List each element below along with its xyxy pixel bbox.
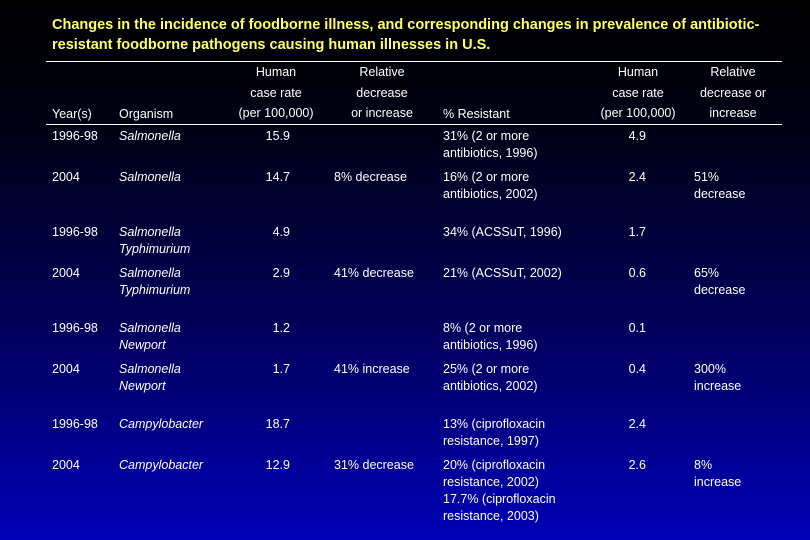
cell-case-rate-2: 0.4 bbox=[628, 362, 646, 376]
header-case-rate-2: Human case rate (per 100,000) bbox=[600, 65, 676, 120]
cell-relative-1: 31% decrease bbox=[334, 458, 414, 472]
cell-resistant: 34% (ACSSuT, 1996) bbox=[443, 225, 562, 239]
page-title: Changes in the incidence of foodborne il… bbox=[52, 17, 760, 53]
header-rule bbox=[46, 124, 782, 125]
header-relative-2: Relative decrease or increase bbox=[699, 65, 766, 120]
cell-organism: Salmonella Newport bbox=[119, 321, 181, 352]
cell-year: 1996-98 bbox=[52, 321, 98, 335]
cell-case-rate-2: 2.4 bbox=[628, 170, 646, 184]
cell-case-rate-1: 2.9 bbox=[272, 266, 290, 280]
cell-relative-2: 51% decrease bbox=[694, 170, 746, 201]
cell-resistant: 20% (ciprofloxacin resistance, 2002) 17.… bbox=[443, 458, 556, 523]
cell-case-rate-2: 0.6 bbox=[628, 266, 646, 280]
cell-resistant: 21% (ACSSuT, 2002) bbox=[443, 266, 562, 280]
cell-year: 2004 bbox=[52, 458, 80, 472]
cell-relative-2: 8% increase bbox=[694, 458, 742, 489]
cell-case-rate-2: 0.1 bbox=[628, 321, 646, 335]
cell-organism: Salmonella bbox=[119, 170, 181, 184]
cell-organism: Salmonella Typhimurium bbox=[119, 225, 191, 256]
cell-case-rate-1: 4.9 bbox=[272, 225, 290, 239]
cell-relative-1: 8% decrease bbox=[334, 170, 407, 184]
cell-relative-1: 41% increase bbox=[334, 362, 410, 376]
header-organism: Organism bbox=[119, 107, 174, 121]
cell-organism: Salmonella Newport bbox=[119, 362, 181, 393]
cell-year: 1996-98 bbox=[52, 225, 98, 239]
cell-case-rate-1: 14.7 bbox=[265, 170, 290, 184]
header-case-rate-1: Human case rate (per 100,000) bbox=[238, 65, 314, 120]
cell-year: 1996-98 bbox=[52, 417, 98, 431]
cell-case-rate-1: 15.9 bbox=[265, 129, 290, 143]
cell-resistant: 16% (2 or more antibiotics, 2002) bbox=[443, 170, 538, 201]
top-rule bbox=[46, 61, 782, 62]
cell-case-rate-2: 4.9 bbox=[628, 129, 646, 143]
cell-resistant: 25% (2 or more antibiotics, 2002) bbox=[443, 362, 538, 393]
cell-organism: Salmonella Typhimurium bbox=[119, 266, 191, 297]
cell-relative-2: 300% increase bbox=[694, 362, 742, 393]
cell-year: 2004 bbox=[52, 362, 80, 376]
cell-resistant: 13% (ciprofloxacin resistance, 1997) bbox=[443, 417, 546, 448]
cell-year: 2004 bbox=[52, 170, 80, 184]
cell-relative-1: 41% decrease bbox=[334, 266, 414, 280]
cell-case-rate-1: 1.7 bbox=[272, 362, 290, 376]
header-relative-1: Relative decrease or increase bbox=[351, 65, 413, 120]
cell-case-rate-1: 18.7 bbox=[265, 417, 290, 431]
header-resistant: % Resistant bbox=[443, 107, 510, 121]
cell-case-rate-2: 2.4 bbox=[628, 417, 646, 431]
cell-organism: Campylobacter bbox=[119, 417, 204, 431]
cell-case-rate-2: 1.7 bbox=[628, 225, 646, 239]
cell-resistant: 8% (2 or more antibiotics, 1996) bbox=[443, 321, 538, 352]
header-year: Year(s) bbox=[52, 107, 92, 121]
cell-relative-2: 65% decrease bbox=[694, 266, 746, 297]
cell-case-rate-1: 1.2 bbox=[272, 321, 290, 335]
cell-organism: Campylobacter bbox=[119, 458, 204, 472]
cell-year: 2004 bbox=[52, 266, 80, 280]
cell-case-rate-1: 12.9 bbox=[265, 458, 290, 472]
cell-case-rate-2: 2.6 bbox=[628, 458, 646, 472]
cell-year: 1996-98 bbox=[52, 129, 98, 143]
cell-organism: Salmonella bbox=[119, 129, 181, 143]
cell-resistant: 31% (2 or more antibiotics, 1996) bbox=[443, 129, 538, 160]
